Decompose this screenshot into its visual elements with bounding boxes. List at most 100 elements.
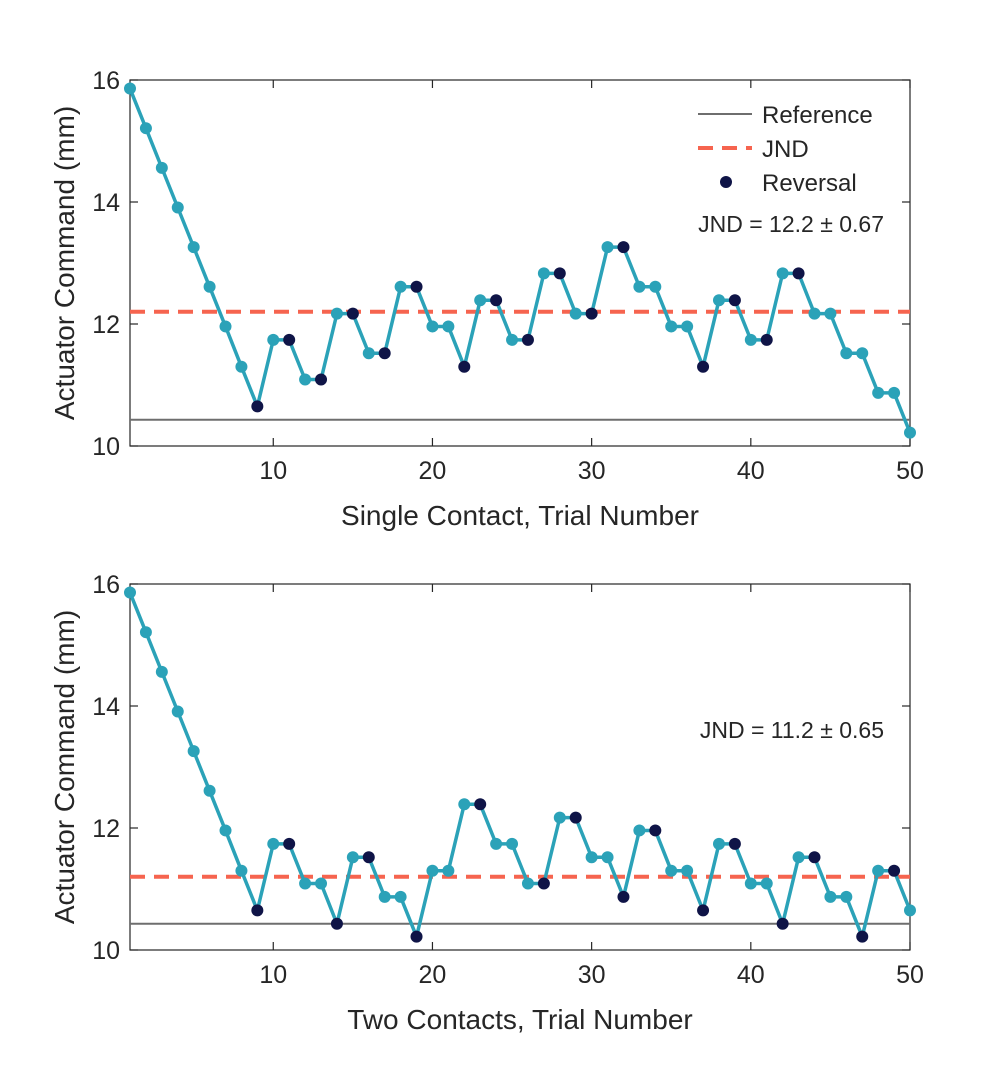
data-point — [187, 745, 200, 758]
data-series — [124, 586, 916, 943]
reversal-point — [808, 851, 821, 864]
data-point — [139, 626, 152, 639]
data-point — [633, 280, 646, 293]
data-point — [235, 360, 248, 373]
data-point — [219, 320, 232, 333]
data-point — [330, 307, 343, 320]
plot-area — [129, 79, 911, 447]
reversal-point — [792, 267, 805, 280]
data-point — [474, 294, 487, 307]
data-point — [155, 161, 168, 174]
data-point — [299, 877, 312, 890]
reversal-point — [728, 837, 741, 850]
y-tick-label: 16 — [92, 571, 120, 599]
y-tick-label: 12 — [92, 311, 120, 339]
reversal-point — [378, 347, 391, 360]
y-tick-label: 12 — [92, 815, 120, 843]
legend-reversal-swatch — [720, 176, 732, 188]
data-point — [235, 864, 248, 877]
reversal-point — [474, 798, 487, 811]
chart-panel-two-contacts: 10 20 30 40 50 10 12 14 16 Actuator Command (mm)… — [49, 571, 924, 1035]
reversal-point — [617, 890, 630, 903]
x-axis-label: Single Contact, Trial Number — [341, 500, 699, 531]
data-point — [649, 280, 662, 293]
y-axis-label: Actuator Command (mm) — [49, 610, 80, 924]
data-point — [362, 347, 375, 360]
reversal-point — [888, 864, 901, 877]
reversal-point — [697, 360, 710, 373]
y-tick-label: 16 — [92, 67, 120, 95]
data-point — [681, 320, 694, 333]
data-point — [872, 386, 885, 399]
reversal-point — [283, 333, 296, 346]
data-point — [904, 426, 916, 439]
series-line — [128, 591, 912, 939]
data-point — [824, 890, 837, 903]
jnd-annotation: JND = 12.2 ± 0.67 — [698, 211, 884, 237]
reversal-point — [776, 917, 789, 930]
reversal-point — [346, 307, 359, 320]
data-point — [840, 890, 853, 903]
reversal-point — [521, 333, 534, 346]
reversal-point — [315, 373, 328, 386]
data-point — [744, 333, 757, 346]
reversal-point — [569, 811, 582, 824]
reversal-point — [410, 930, 423, 943]
data-point — [155, 665, 168, 678]
data-point — [267, 333, 280, 346]
data-series — [124, 82, 916, 439]
data-point — [744, 877, 757, 890]
data-point — [681, 864, 694, 877]
legend-reference-label: Reference — [762, 102, 873, 129]
reversal-point — [251, 904, 264, 917]
reversal-point — [760, 333, 773, 346]
data-point — [124, 82, 136, 95]
x-tick-label: 10 — [259, 961, 287, 989]
legend-jnd-label: JND — [762, 136, 809, 163]
data-point — [171, 705, 184, 718]
chart-panel-single-contact: 10 20 30 40 50 10 12 14 16 Actuator Command (mm)… — [49, 67, 924, 531]
reversal-point — [585, 307, 598, 320]
reversal-point — [458, 360, 471, 373]
data-point — [537, 267, 550, 280]
data-point — [315, 877, 328, 890]
data-point — [792, 851, 805, 864]
data-point — [553, 811, 566, 824]
data-point — [139, 122, 152, 135]
x-tick-label: 50 — [896, 457, 924, 485]
data-point — [203, 280, 216, 293]
data-point — [267, 837, 280, 850]
data-point — [569, 307, 582, 320]
legend: Reference JND Reversal — [698, 102, 873, 197]
x-tick-label: 10 — [259, 457, 287, 485]
data-point — [394, 280, 407, 293]
series-line — [128, 87, 912, 434]
data-point — [824, 307, 837, 320]
y-tick-label: 10 — [92, 937, 120, 965]
x-tick-label: 30 — [578, 961, 606, 989]
y-tick-label: 14 — [92, 693, 120, 721]
reversal-point — [251, 400, 264, 413]
data-point — [506, 333, 519, 346]
x-axis-label: Two Contacts, Trial Number — [347, 1004, 692, 1035]
data-point — [904, 904, 916, 917]
reversal-point — [537, 877, 550, 890]
data-point — [442, 320, 455, 333]
reversal-point — [697, 904, 710, 917]
data-point — [458, 798, 471, 811]
x-tick-label: 40 — [737, 961, 765, 989]
data-point — [665, 320, 678, 333]
data-point — [633, 824, 646, 837]
data-point — [426, 320, 439, 333]
data-point — [585, 851, 598, 864]
data-point — [840, 347, 853, 360]
data-point — [171, 201, 184, 214]
axis-ticks: 10 20 30 40 50 10 12 14 16 — [92, 571, 924, 989]
data-point — [665, 864, 678, 877]
jnd-annotation: JND = 11.2 ± 0.65 — [700, 717, 884, 743]
data-point — [888, 386, 901, 399]
legend-reversal-label: Reversal — [762, 170, 857, 197]
x-tick-label: 40 — [737, 457, 765, 485]
axis-ticks: 10 20 30 40 50 10 12 14 16 — [92, 67, 924, 485]
